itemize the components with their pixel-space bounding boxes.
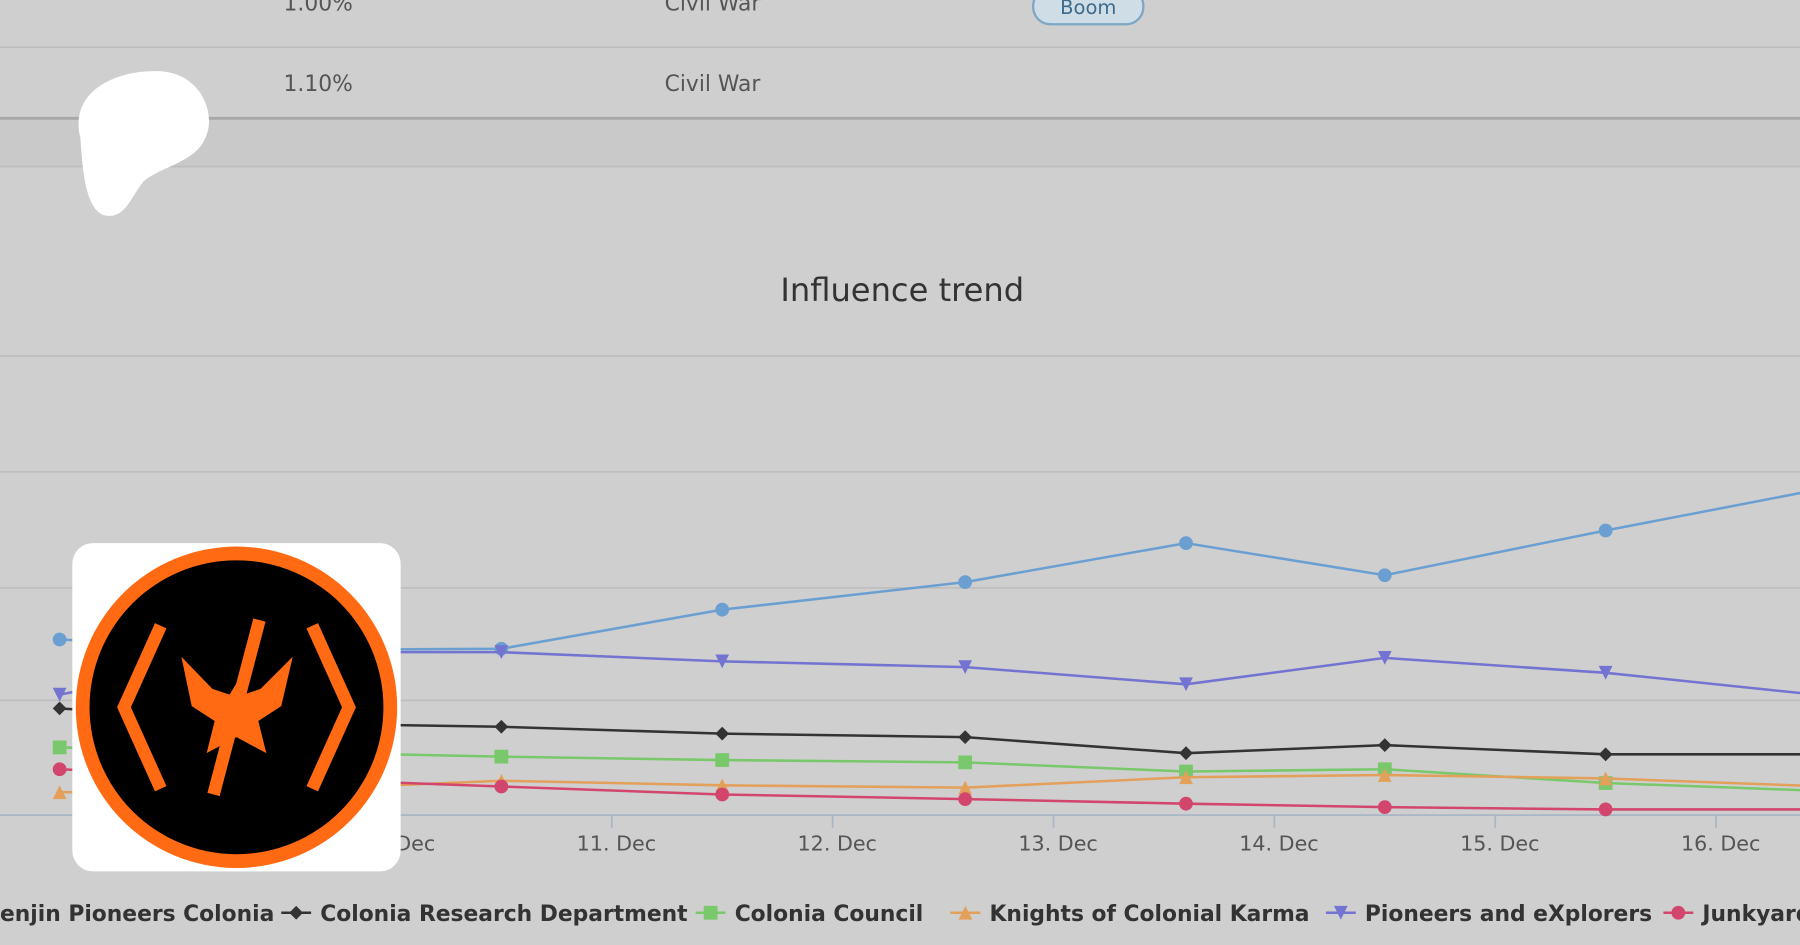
- legend-label: Colonia Council: [735, 902, 924, 927]
- data-point: [958, 755, 973, 770]
- data-point: [1598, 802, 1613, 817]
- data-point: [1179, 796, 1193, 811]
- legend-label: Junkyard: [1700, 902, 1800, 927]
- legend-item: Colonia Research Department: [281, 902, 688, 927]
- data-point: [1377, 651, 1392, 665]
- data-point: [715, 753, 730, 767]
- data-point: [1179, 536, 1193, 550]
- data-point: [52, 632, 67, 647]
- badge-label: Boom: [1060, 0, 1116, 19]
- table: 1.00% Civil War Boom 1.10% Civil War: [0, 0, 1800, 168]
- data-point: [52, 740, 67, 755]
- data-point: [958, 730, 973, 744]
- logo: [72, 543, 401, 872]
- data-point: [52, 701, 67, 716]
- data-point: [1598, 665, 1613, 680]
- data-point: [1377, 568, 1392, 583]
- legend-symbol: [703, 905, 718, 920]
- data-point: [494, 779, 509, 794]
- legend-item: enjin Pioneers Colonia: [0, 902, 274, 927]
- chart-title: Influence trend: [780, 271, 1024, 309]
- data-point: [52, 687, 67, 702]
- logo-eagle: [181, 656, 293, 754]
- cell: Civil War: [665, 0, 761, 16]
- legend-label: Colonia Research Department: [320, 902, 687, 927]
- status-badge: [1032, 0, 1145, 26]
- logo-chevron: [306, 623, 356, 792]
- data-point: [1598, 523, 1613, 538]
- legend-symbol: [1671, 905, 1686, 920]
- data-point: [1179, 746, 1193, 761]
- data-point: [715, 602, 730, 617]
- legend-label: Knights of Colonial Karma: [990, 902, 1310, 927]
- data-point: [958, 660, 973, 674]
- data-point: [1179, 677, 1193, 692]
- data-point: [494, 645, 509, 660]
- data-point: [715, 787, 730, 802]
- data-point: [494, 719, 509, 734]
- x-tick-label: 14. Dec: [1239, 832, 1318, 856]
- cell: 1.10%: [284, 72, 353, 97]
- data-point: [1377, 800, 1392, 815]
- legend-label: enjin Pioneers Colonia: [0, 902, 274, 927]
- cell: Civil War: [665, 72, 761, 97]
- x-tick-label: 16. Dec: [1681, 832, 1760, 856]
- data-point: [958, 575, 973, 590]
- x-tick-label: 12. Dec: [798, 832, 877, 856]
- data-point: [52, 785, 67, 800]
- data-point: [1598, 771, 1613, 786]
- data-point: [715, 654, 730, 669]
- legend-label: Pioneers and eXplorers: [1365, 902, 1652, 927]
- data-point: [1377, 768, 1392, 782]
- data-point: [1179, 770, 1193, 785]
- legend-symbol: [1333, 905, 1348, 920]
- legend-symbol: [958, 905, 973, 920]
- decorative-blob: [78, 71, 210, 216]
- x-tick-label: 15. Dec: [1460, 832, 1539, 856]
- legend-item: Junkyard: [1663, 902, 1800, 927]
- data-point: [958, 780, 973, 795]
- cell: 1.00%: [284, 0, 353, 16]
- x-tick-label: 11. Dec: [577, 832, 656, 856]
- legend: enjin Pioneers Colonia Colonia Research D…: [0, 902, 1800, 927]
- data-point: [494, 749, 509, 764]
- legend-item: Knights of Colonial Karma: [950, 902, 1310, 927]
- x-tick-label: 13. Dec: [1018, 832, 1097, 856]
- legend-item: Pioneers and eXplorers: [1325, 902, 1652, 927]
- data-point: [52, 762, 67, 777]
- table-footer: [0, 118, 1800, 167]
- data-point: [958, 792, 973, 806]
- logo-chevron: [117, 623, 167, 792]
- legend-item: Colonia Council: [695, 902, 924, 927]
